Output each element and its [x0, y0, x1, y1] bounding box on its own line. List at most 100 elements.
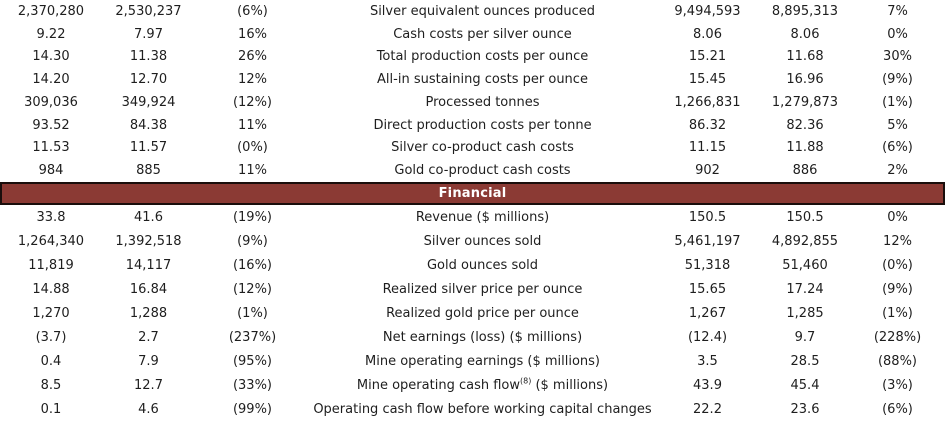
period-current-value: 11.53 [32, 140, 70, 156]
period-current-value: 11,819 [28, 257, 74, 273]
table-row: 8.5 12.7 (33%) Mine operating cash flow(… [0, 373, 945, 397]
ytd-current-value: (12.4) [687, 329, 728, 345]
table-row: 9.22 7.97 16% Cash costs per silver ounc… [0, 23, 945, 46]
ytd-current-value: 43.9 [693, 377, 722, 393]
period-prior-value: 349,924 [121, 94, 176, 110]
metric-label: Revenue ($ millions) [415, 209, 550, 225]
ytd-change-percent: (1%) [882, 305, 913, 321]
ytd-change-percent: 7% [887, 3, 908, 19]
metric-label: Operating cash flow before working capit… [313, 401, 652, 417]
period-prior-value: 11.38 [129, 49, 168, 65]
ytd-prior-value: 16.96 [786, 72, 824, 88]
table-row: 309,036 349,924 (12%) Processed tonnes 1… [0, 91, 945, 114]
ytd-prior-value: 8.06 [790, 26, 820, 42]
period-prior-value: 16.84 [129, 281, 168, 297]
table-row: 984 885 11% Gold co-product cash costs 9… [0, 159, 945, 182]
period-change-percent: (12%) [232, 281, 273, 297]
period-prior-value: 2,530,237 [115, 3, 182, 19]
period-prior-value: 11.57 [129, 140, 168, 156]
period-prior-value: 885 [136, 163, 161, 179]
ytd-change-percent: 5% [887, 117, 908, 133]
ytd-change-percent: (9%) [882, 72, 913, 88]
period-current-value: 984 [38, 163, 64, 179]
metric-label: Gold co-product cash costs [394, 163, 571, 179]
ytd-prior-value: 82.36 [786, 117, 824, 133]
ytd-current-value: 9,494,593 [674, 3, 741, 19]
metric-label: Silver ounces sold [423, 233, 542, 249]
metric-label: Mine operating cash flow(8) ($ millions) [356, 376, 609, 393]
ytd-prior-value: 45.4 [790, 377, 820, 393]
period-current-value: 14.88 [32, 281, 70, 297]
ytd-change-percent: (0%) [882, 257, 913, 273]
ytd-current-value: 5,461,197 [674, 233, 741, 249]
metric-label: Total production costs per ounce [376, 49, 589, 65]
table-row: 0.4 7.9 (95%) Mine operating earnings ($… [0, 349, 945, 373]
financial-section-band: Financial [0, 182, 945, 205]
period-current-value: 93.52 [32, 117, 70, 133]
period-prior-value: 84.38 [129, 117, 168, 133]
table-row: 33.8 41.6 (19%) Revenue ($ millions) 150… [0, 205, 945, 229]
period-current-value: (3.7) [35, 329, 67, 345]
period-prior-value: 14,117 [125, 257, 172, 273]
period-current-value: 2,370,280 [17, 3, 85, 19]
table-row: 14.88 16.84 (12%) Realized silver price … [0, 277, 945, 301]
period-change-percent: (95%) [232, 353, 273, 369]
period-prior-value: 12.70 [129, 72, 168, 88]
ytd-prior-value: 1,279,873 [771, 94, 839, 110]
ytd-change-percent: 2% [887, 163, 908, 179]
metric-label: Cash costs per silver ounce [393, 26, 572, 42]
ytd-current-value: 15.45 [688, 72, 727, 88]
period-prior-value: 7.9 [138, 353, 159, 369]
period-change-percent: 16% [238, 26, 267, 42]
ytd-prior-value: 51,460 [782, 257, 828, 273]
table-row: 1,270 1,288 (1%) Realized gold price per… [0, 301, 945, 325]
period-change-percent: (16%) [232, 257, 273, 273]
table-row: 0.1 4.6 (99%) Operating cash flow before… [0, 397, 945, 421]
table-row: 11,819 14,117 (16%) Gold ounces sold 51,… [0, 253, 945, 277]
period-change-percent: (33%) [232, 377, 273, 393]
period-change-percent: (1%) [237, 305, 268, 321]
period-prior-value: 1,288 [129, 305, 168, 321]
metric-label: Realized gold price per ounce [386, 305, 579, 321]
ytd-current-value: 3.5 [697, 353, 718, 369]
period-current-value: 309,036 [24, 94, 78, 110]
ytd-current-value: 22.2 [693, 401, 722, 417]
ytd-change-percent: (1%) [882, 94, 913, 110]
table-row: (3.7) 2.7 (237%) Net earnings (loss) ($ … [0, 325, 945, 349]
period-current-value: 14.20 [32, 72, 70, 88]
period-current-value: 14.30 [32, 49, 70, 65]
ytd-prior-value: 23.6 [790, 401, 820, 417]
ytd-change-percent: 0% [887, 209, 908, 225]
metric-label: Silver co-product cash costs [391, 140, 574, 156]
operational-section: 2,370,280 2,530,237 (6%) Silver equivale… [0, 0, 945, 182]
ytd-prior-value: 11.68 [786, 49, 824, 65]
period-change-percent: 11% [238, 163, 267, 179]
ytd-current-value: 15.65 [688, 281, 727, 297]
period-current-value: 1,270 [32, 305, 70, 321]
period-change-percent: (19%) [232, 209, 273, 225]
period-change-percent: (12%) [232, 94, 273, 110]
period-prior-value: 12.7 [134, 377, 163, 393]
ytd-current-value: 1,266,831 [674, 94, 741, 110]
ytd-change-percent: (6%) [882, 140, 913, 156]
ytd-change-percent: (3%) [882, 377, 913, 393]
ytd-current-value: 8.06 [693, 26, 722, 42]
ytd-change-percent: (6%) [882, 401, 913, 417]
ytd-prior-value: 886 [792, 163, 818, 179]
ytd-prior-value: 11.88 [786, 140, 824, 156]
ytd-current-value: 11.15 [688, 140, 727, 156]
period-current-value: 9.22 [36, 26, 66, 42]
ytd-current-value: 15.21 [688, 49, 727, 65]
table-row: 14.20 12.70 12% All-in sustaining costs … [0, 68, 945, 91]
period-current-value: 0.1 [40, 401, 62, 417]
ytd-prior-value: 150.5 [786, 209, 824, 225]
metric-label: Silver equivalent ounces produced [369, 3, 596, 19]
ytd-change-percent: (9%) [882, 281, 913, 297]
ytd-change-percent: (228%) [873, 329, 922, 345]
table-row: 93.52 84.38 11% Direct production costs … [0, 114, 945, 137]
ytd-prior-value: 17.24 [786, 281, 824, 297]
period-prior-value: 7.97 [134, 26, 163, 42]
period-prior-value: 4.6 [138, 401, 159, 417]
period-current-value: 33.8 [36, 209, 66, 225]
